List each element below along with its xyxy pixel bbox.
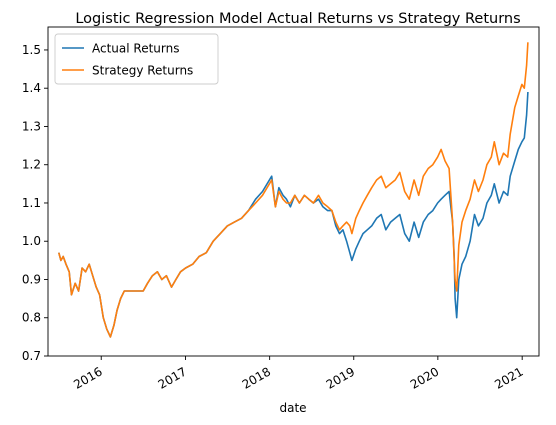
y-tick-label: 1.0 bbox=[22, 234, 41, 248]
y-tick-label: 1.3 bbox=[22, 119, 41, 133]
y-tick-label: 1.4 bbox=[22, 81, 41, 95]
y-tick-label: 0.9 bbox=[22, 272, 41, 286]
legend-label-strategy: Strategy Returns bbox=[92, 64, 193, 78]
x-tick-label: 2019 bbox=[324, 364, 357, 391]
legend-box bbox=[54, 33, 219, 85]
legend: Actual Returns Strategy Returns bbox=[54, 33, 219, 85]
x-tick-label: 2021 bbox=[492, 364, 525, 391]
x-tick-label: 2018 bbox=[240, 364, 273, 391]
x-tick-label: 2017 bbox=[156, 364, 189, 391]
series-strategy-returns-line bbox=[58, 42, 529, 338]
axes-frame bbox=[47, 26, 540, 357]
chart-title: Logistic Regression Model Actual Returns… bbox=[75, 11, 520, 27]
x-axis-ticks: 2016 2017 2018 2019 2020 2021 bbox=[71, 356, 526, 392]
x-tick-label: 2016 bbox=[71, 364, 104, 391]
x-axis-label: date bbox=[279, 401, 306, 415]
x-tick-label: 2020 bbox=[408, 364, 441, 391]
y-tick-label: 0.7 bbox=[22, 349, 41, 363]
y-tick-label: 1.5 bbox=[22, 43, 41, 57]
legend-label-actual: Actual Returns bbox=[92, 42, 179, 56]
y-tick-label: 1.1 bbox=[22, 196, 41, 210]
y-axis-ticks: 0.7 0.8 0.9 1.0 1.1 1.2 1.3 1.4 1.5 bbox=[22, 43, 48, 363]
y-tick-label: 0.8 bbox=[22, 311, 41, 325]
y-tick-label: 1.2 bbox=[22, 158, 41, 172]
series-layer bbox=[58, 42, 529, 338]
